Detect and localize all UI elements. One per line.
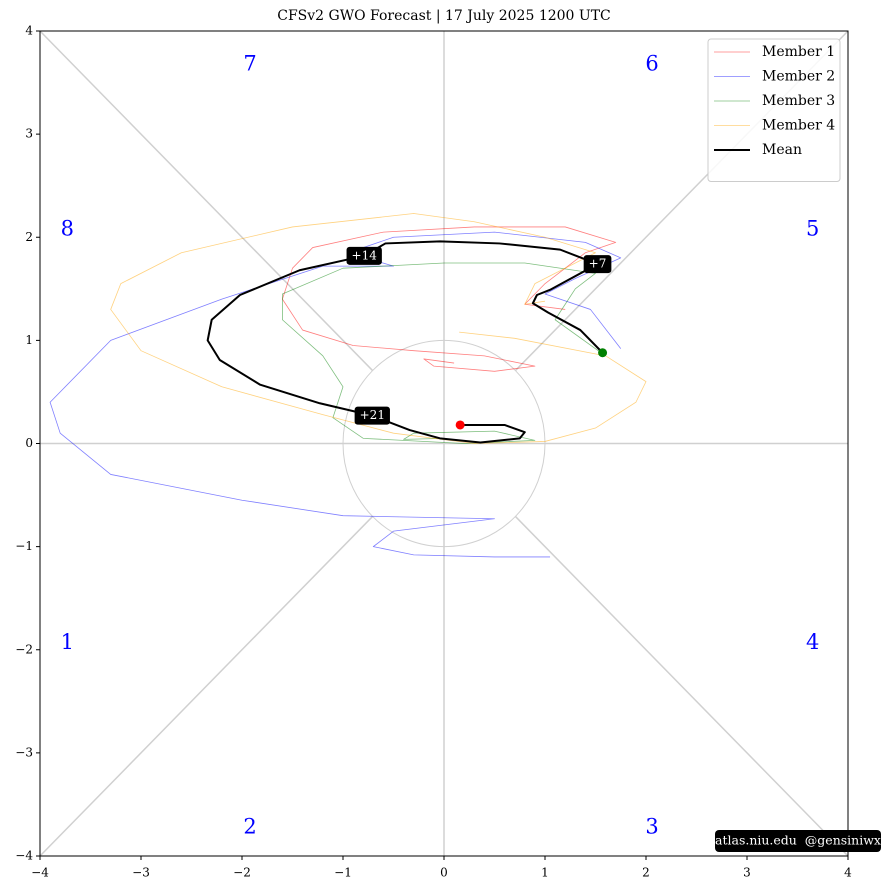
watermark-text: atlas.niu.edu @gensiniwx xyxy=(715,833,881,848)
x-tick-label: −1 xyxy=(334,866,352,880)
x-tick-label: 0 xyxy=(440,866,448,880)
lead-annotation: +21 xyxy=(354,406,390,425)
member-line xyxy=(49,231,622,558)
phase-label: 5 xyxy=(806,217,819,241)
legend: Member 1 Member 2 Member 3 Member 4 Mean xyxy=(707,38,841,182)
lead-annotation: +7 xyxy=(583,255,612,274)
lead-label: +14 xyxy=(352,248,378,262)
unit-circle xyxy=(342,339,546,548)
end-marker xyxy=(455,420,465,430)
lead-box xyxy=(354,406,390,425)
y-tick-label: 3 xyxy=(25,127,33,141)
legend-label: Member 1 xyxy=(762,44,835,60)
legend-label: Mean xyxy=(762,142,802,158)
lead-label: +21 xyxy=(360,408,385,422)
phase-label: 6 xyxy=(645,52,658,76)
legend-label: Member 3 xyxy=(762,93,835,109)
member-line xyxy=(110,213,647,444)
x-tick-label: 2 xyxy=(642,866,650,880)
watermark: atlas.niu.edu @gensiniwx xyxy=(715,830,881,852)
phase-label: 1 xyxy=(61,630,74,654)
guide-line xyxy=(39,30,374,372)
x-tick-label: −2 xyxy=(233,866,251,880)
phase-label: 3 xyxy=(645,815,658,839)
lead-label: +7 xyxy=(589,257,607,271)
phase-label: 4 xyxy=(806,630,819,654)
phase-label: 2 xyxy=(243,815,256,839)
x-tick-label: −3 xyxy=(132,866,150,880)
x-tick-label: 4 xyxy=(844,866,852,880)
start-marker xyxy=(598,348,608,358)
guide-line xyxy=(514,515,849,857)
lead-annotation: +14 xyxy=(346,246,382,265)
legend-label: Member 4 xyxy=(762,118,835,134)
y-tick-label: −3 xyxy=(15,745,33,759)
lead-box xyxy=(346,246,382,265)
lead-box xyxy=(583,255,612,274)
y-tick-label: 1 xyxy=(25,333,33,347)
y-tick-label: 0 xyxy=(25,436,33,450)
phase-label: 7 xyxy=(243,52,256,76)
y-tick-label: −2 xyxy=(15,642,33,656)
y-tick-label: 2 xyxy=(25,230,33,244)
x-tick-label: 3 xyxy=(743,866,751,880)
y-tick-label: −1 xyxy=(15,539,33,553)
legend-box xyxy=(707,38,841,182)
phase-label: 8 xyxy=(61,217,74,241)
guide-line xyxy=(39,515,374,857)
x-tick-label: −4 xyxy=(31,866,49,880)
y-tick-label: 4 xyxy=(25,24,33,38)
watermark-box xyxy=(715,830,881,852)
legend-label: Member 2 xyxy=(762,69,835,85)
chart-title: CFSv2 GWO Forecast | 17 July 2025 1200 U… xyxy=(277,8,611,24)
member-line xyxy=(281,262,603,444)
y-tick-label: −4 xyxy=(15,849,33,863)
mean-line xyxy=(206,240,604,444)
x-tick-label: 1 xyxy=(541,866,549,880)
